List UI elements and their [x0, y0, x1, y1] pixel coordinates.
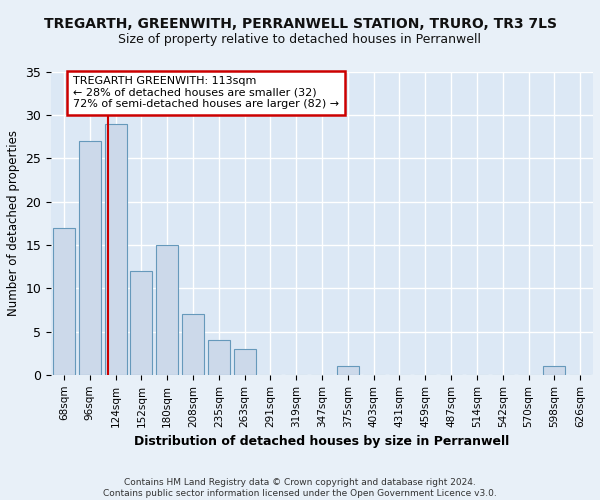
Bar	[156, 245, 178, 375]
Bar	[130, 271, 152, 375]
X-axis label: Distribution of detached houses by size in Perranwell: Distribution of detached houses by size …	[134, 435, 510, 448]
Bar	[53, 228, 75, 375]
Bar	[233, 349, 256, 375]
Bar	[79, 141, 101, 375]
Bar	[544, 366, 565, 375]
Y-axis label: Number of detached properties: Number of detached properties	[7, 130, 20, 316]
Bar	[208, 340, 230, 375]
Bar	[337, 366, 359, 375]
Text: Size of property relative to detached houses in Perranwell: Size of property relative to detached ho…	[119, 32, 482, 46]
Bar	[104, 124, 127, 375]
Text: TREGARTH, GREENWITH, PERRANWELL STATION, TRURO, TR3 7LS: TREGARTH, GREENWITH, PERRANWELL STATION,…	[44, 18, 557, 32]
Text: Contains HM Land Registry data © Crown copyright and database right 2024.
Contai: Contains HM Land Registry data © Crown c…	[103, 478, 497, 498]
Bar	[182, 314, 204, 375]
Text: TREGARTH GREENWITH: 113sqm
← 28% of detached houses are smaller (32)
72% of semi: TREGARTH GREENWITH: 113sqm ← 28% of deta…	[73, 76, 339, 110]
